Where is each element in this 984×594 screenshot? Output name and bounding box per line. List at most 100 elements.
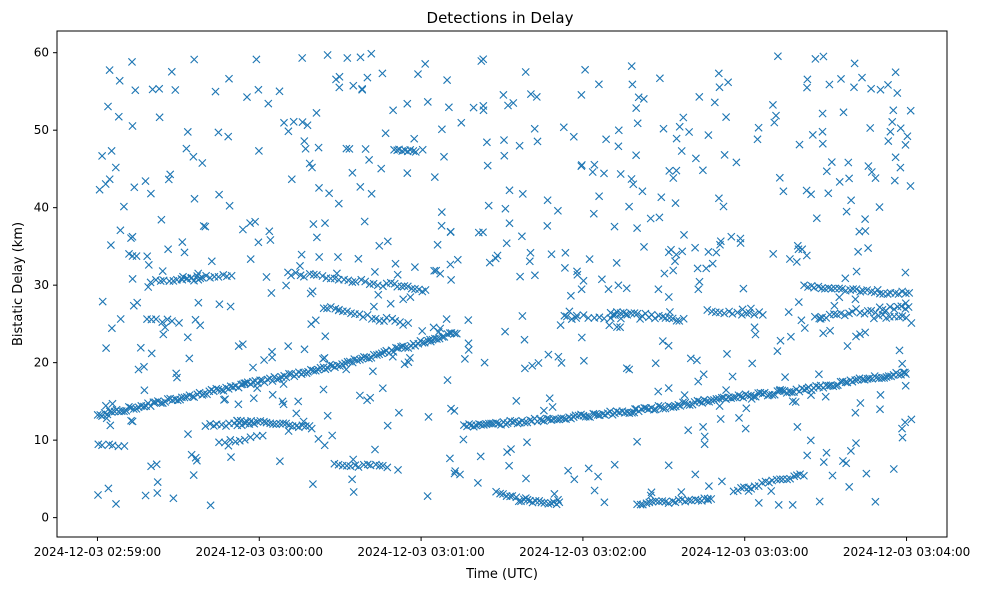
- data-point: [526, 416, 534, 425]
- data-point: [312, 108, 321, 117]
- data-point: [901, 299, 910, 308]
- data-point: [798, 245, 807, 254]
- data-point: [803, 75, 812, 84]
- data-point: [180, 248, 189, 257]
- data-point: [827, 284, 836, 293]
- data-point: [240, 435, 249, 444]
- data-point: [319, 304, 328, 313]
- data-point: [348, 278, 357, 287]
- data-point: [906, 182, 915, 190]
- data-point: [380, 317, 388, 326]
- data-point: [386, 299, 395, 308]
- data-point: [614, 126, 623, 135]
- data-point: [556, 321, 565, 330]
- data-point: [114, 112, 123, 121]
- data-point: [884, 80, 892, 89]
- data-point: [562, 312, 571, 321]
- data-point: [269, 420, 278, 428]
- data-point: [226, 435, 235, 444]
- data-point: [502, 492, 511, 501]
- data-point: [788, 500, 797, 509]
- data-point: [225, 74, 233, 83]
- data-point: [594, 472, 603, 481]
- data-point: [889, 465, 898, 473]
- data-point: [720, 309, 729, 318]
- data-point: [258, 431, 267, 440]
- data-point: [875, 289, 884, 298]
- data-point: [852, 267, 861, 276]
- data-point: [359, 313, 368, 321]
- data-point: [695, 277, 704, 286]
- data-point: [700, 432, 709, 441]
- data-point: [864, 162, 873, 171]
- data-point: [888, 117, 897, 126]
- data-point: [793, 422, 802, 431]
- data-point: [564, 466, 573, 475]
- data-point: [736, 392, 745, 401]
- data-point: [657, 193, 666, 202]
- data-point: [256, 376, 265, 385]
- data-point: [700, 494, 709, 503]
- data-point: [305, 159, 314, 168]
- data-point: [457, 118, 466, 127]
- data-point: [863, 307, 872, 315]
- data-point: [746, 304, 755, 313]
- data-point: [401, 343, 410, 352]
- data-point: [852, 285, 861, 294]
- data-point: [356, 53, 365, 62]
- data-point: [893, 302, 902, 311]
- data-point: [729, 393, 738, 402]
- data-point: [128, 232, 137, 241]
- data-point: [767, 487, 776, 495]
- data-point: [799, 471, 808, 480]
- data-point: [867, 306, 876, 315]
- data-point: [157, 215, 166, 224]
- data-point: [371, 445, 379, 454]
- x-axis-label: Time (UTC): [465, 567, 538, 582]
- data-point: [307, 320, 316, 329]
- data-point: [314, 143, 323, 152]
- data-point: [199, 389, 208, 398]
- data-point: [158, 399, 167, 408]
- data-point: [338, 360, 347, 369]
- data-point: [698, 166, 707, 175]
- data-point: [695, 397, 704, 406]
- data-point: [383, 237, 392, 246]
- data-point: [388, 352, 397, 361]
- data-point: [849, 285, 858, 294]
- data-point: [577, 162, 586, 171]
- data-point: [817, 284, 826, 293]
- data-point: [595, 313, 604, 322]
- data-point: [577, 285, 586, 294]
- data-point: [185, 354, 194, 363]
- data-point: [159, 330, 168, 339]
- data-point: [268, 390, 277, 399]
- data-point: [312, 233, 321, 242]
- data-point: [291, 268, 300, 277]
- data-point: [494, 419, 503, 428]
- data-point: [211, 87, 220, 96]
- data-point: [378, 69, 387, 78]
- data-point: [639, 94, 648, 103]
- data-point: [168, 317, 176, 326]
- data-point: [499, 90, 508, 99]
- data-point: [894, 290, 903, 298]
- data-point: [852, 332, 860, 341]
- data-point: [733, 308, 742, 317]
- data-point: [279, 400, 288, 409]
- data-point: [301, 422, 310, 431]
- data-point: [309, 270, 318, 279]
- data-point: [819, 329, 828, 338]
- data-point: [158, 318, 167, 327]
- data-point: [835, 177, 844, 186]
- data-point: [430, 266, 439, 275]
- data-point: [175, 318, 183, 327]
- data-point: [553, 206, 562, 215]
- data-point: [829, 310, 838, 319]
- data-point: [323, 364, 332, 373]
- data-point: [136, 343, 145, 352]
- data-point: [579, 276, 588, 285]
- data-point: [722, 113, 731, 122]
- data-point: [107, 146, 116, 155]
